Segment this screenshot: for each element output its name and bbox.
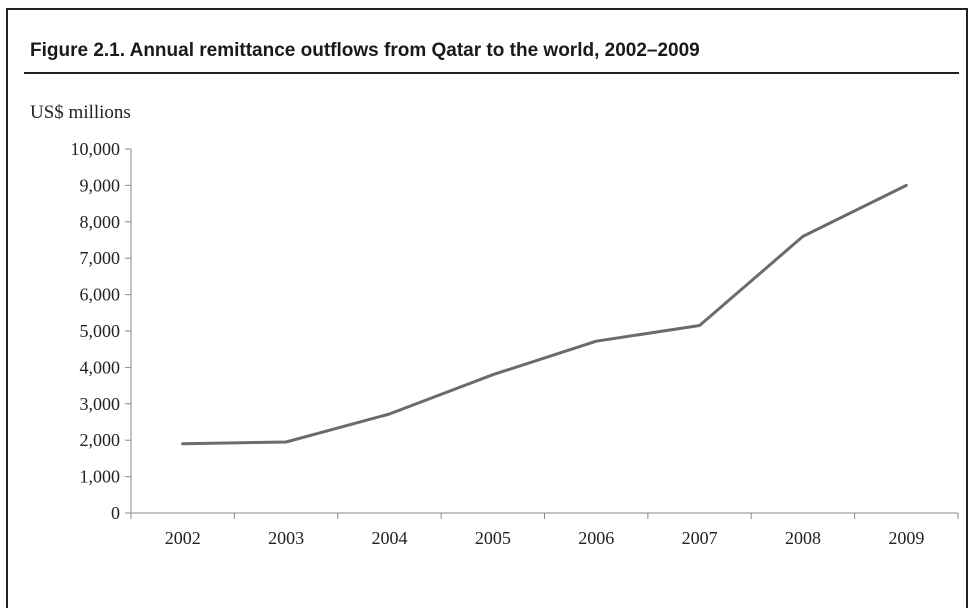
y-tick-label: 9,000 xyxy=(80,175,121,195)
series-line xyxy=(183,185,907,443)
x-tick-label: 2009 xyxy=(888,528,924,548)
y-tick-label: 1,000 xyxy=(80,467,121,487)
y-tick-label: 7,000 xyxy=(80,248,121,268)
y-tick-label: 3,000 xyxy=(80,394,121,414)
y-tick-label: 4,000 xyxy=(80,357,121,377)
y-tick-label: 2,000 xyxy=(80,430,121,450)
line-chart: 0 1,000 2,000 3,000 4,000 5,000 6,000 7,000 8,00… xyxy=(0,0,974,569)
y-tick-label: 8,000 xyxy=(80,212,121,232)
x-tick-label: 2002 xyxy=(165,528,201,548)
x-axis: 2002 2003 2004 2005 2006 2007 2008 2009 xyxy=(131,513,958,548)
x-tick-label: 2004 xyxy=(371,528,407,548)
x-tick-label: 2003 xyxy=(268,528,304,548)
x-tick-label: 2005 xyxy=(475,528,511,548)
x-tick-label: 2008 xyxy=(785,528,821,548)
y-axis: 0 1,000 2,000 3,000 4,000 5,000 6,000 7,000 8,00… xyxy=(71,139,132,523)
plot-area xyxy=(183,185,907,444)
x-tick-label: 2006 xyxy=(578,528,614,548)
y-tick-label: 10,000 xyxy=(71,139,121,159)
y-tick-label: 5,000 xyxy=(80,321,121,341)
y-tick-label: 6,000 xyxy=(80,285,121,305)
x-tick-label: 2007 xyxy=(682,528,718,548)
y-tick-label: 0 xyxy=(111,503,120,523)
